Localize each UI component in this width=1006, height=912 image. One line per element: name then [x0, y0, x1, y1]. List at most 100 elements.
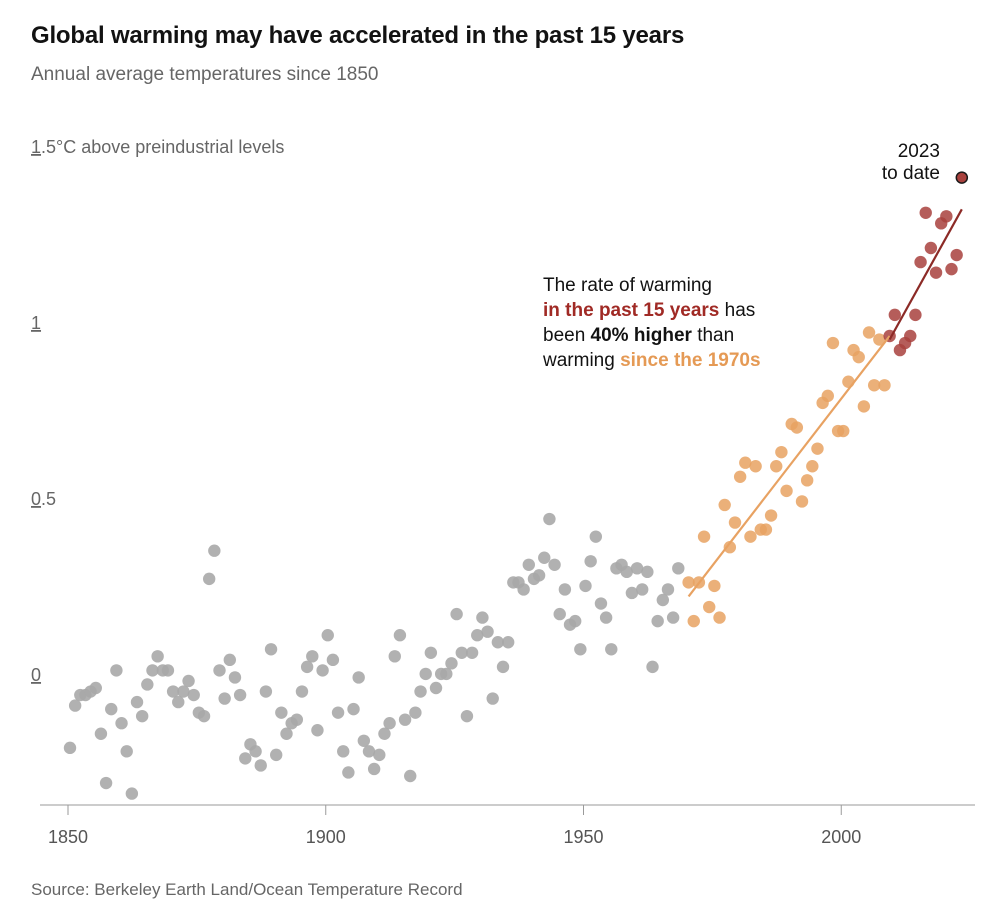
data-point-early: [409, 706, 422, 719]
data-point-early: [331, 706, 345, 719]
data-point-past-15-years: [914, 255, 927, 269]
data-point-early: [424, 646, 438, 659]
data-point-early: [496, 660, 510, 674]
data-point-since-1970s: [770, 460, 783, 473]
data-point-early: [197, 709, 211, 723]
data-point-early: [94, 727, 108, 740]
data-point-early: [672, 562, 685, 575]
data-point-early: [383, 717, 396, 730]
data-point-early: [280, 727, 293, 740]
y-tick-label: 1: [31, 313, 41, 333]
data-point-since-1970s: [682, 576, 695, 589]
data-point-since-1970s: [723, 541, 737, 554]
data-point-early: [161, 664, 175, 677]
data-point-early: [584, 555, 597, 568]
data-point-early: [538, 551, 551, 564]
rate-annotation-line-2: in the past 15 years has: [543, 300, 755, 321]
data-point-since-1970s: [780, 484, 793, 498]
y-tick-underlined: 0: [31, 489, 41, 509]
data-points: [63, 171, 969, 800]
data-point-early: [172, 695, 185, 709]
y-tick-rest: .5°C above preindustrial levels: [41, 137, 284, 157]
y-tick-rest: .5: [41, 489, 56, 509]
data-point-early: [347, 702, 360, 716]
data-point-past-15-years: [924, 241, 938, 255]
rate-annotation: The rate of warming in the past 15 years…: [542, 275, 761, 371]
x-tick-label: 2000: [821, 827, 861, 847]
y-tick-underlined: 0: [31, 665, 41, 685]
data-point-past-15-years: [950, 248, 963, 262]
data-point-early: [548, 558, 561, 571]
y-tick-underlined: 1: [31, 313, 41, 333]
data-point-early: [218, 692, 231, 705]
y-tick-label: 1.5°C above preindustrial levels: [31, 137, 284, 157]
rate-highlight-40-percent: 40% higher: [591, 325, 693, 346]
data-point-early: [270, 748, 283, 762]
data-point-early: [249, 745, 262, 758]
data-point-since-1970s: [821, 389, 834, 403]
data-point-early: [373, 748, 386, 762]
rate-line-2-rest: has: [719, 300, 755, 321]
data-point-early: [202, 572, 216, 586]
data-point-early: [177, 685, 190, 698]
data-point-since-1970s: [775, 445, 788, 459]
latest-year-label: 2023: [898, 141, 940, 162]
data-point-since-1970s: [713, 611, 726, 624]
data-point-since-1970s: [857, 400, 871, 413]
source-note: Source: Berkeley Earth Land/Ocean Temper…: [31, 880, 463, 899]
data-point-early: [99, 776, 113, 790]
data-point-early: [450, 607, 463, 621]
trend-line-past-15-years: [888, 208, 963, 341]
data-point-early: [517, 583, 530, 596]
data-point-since-1970s: [790, 421, 804, 434]
data-point-early: [362, 745, 376, 758]
data-point-early: [233, 688, 247, 702]
data-point-early: [486, 692, 499, 705]
data-point-past-15-years: [909, 308, 922, 322]
data-point-early: [342, 766, 355, 779]
data-point-early: [543, 512, 556, 526]
data-point-early: [89, 681, 102, 695]
data-point-since-1970s: [842, 375, 855, 388]
rate-annotation-line-3: been 40% higher than: [543, 325, 734, 346]
data-point-early: [465, 646, 479, 659]
y-tick-label: 0.5: [31, 489, 56, 509]
data-point-past-15-years: [929, 266, 943, 279]
data-point-early: [125, 787, 139, 800]
data-point-early: [388, 650, 401, 663]
x-axis-ticks: 1850 1900 1950 2000: [48, 805, 861, 847]
data-point-since-1970s: [703, 600, 716, 614]
data-point-since-1970s: [764, 509, 778, 522]
data-point-early: [651, 614, 664, 628]
data-point-early: [641, 565, 654, 579]
data-point-early: [264, 643, 278, 656]
data-point-early: [259, 685, 273, 698]
data-point-early: [440, 667, 453, 681]
data-point-early: [594, 597, 608, 610]
data-point-since-1970s: [739, 456, 752, 469]
data-point-early: [290, 713, 304, 726]
data-point-early: [223, 653, 237, 667]
data-point-early: [553, 607, 566, 621]
rate-annotation-line-1: The rate of warming: [543, 275, 712, 296]
data-point-early: [445, 657, 458, 670]
x-tick-label: 1950: [563, 827, 603, 847]
data-point-since-1970s: [862, 326, 876, 339]
data-point-early: [326, 653, 340, 667]
rate-line-4-pre: warming: [542, 350, 620, 371]
data-point-early: [522, 558, 535, 571]
data-point-early: [625, 586, 639, 600]
data-point-2023-to-date: [955, 171, 969, 184]
data-point-early: [254, 759, 267, 772]
data-point-early: [491, 636, 505, 649]
y-axis-ticks: 00.511.5°C above preindustrial levels: [31, 137, 284, 685]
data-point-early: [228, 671, 242, 684]
data-point-early: [579, 579, 592, 593]
data-point-since-1970s: [733, 470, 747, 483]
data-point-early: [311, 724, 324, 737]
data-point-early: [636, 583, 649, 596]
data-point-since-1970s: [728, 516, 742, 529]
chart-title: Global warming may have accelerated in t…: [31, 22, 685, 49]
data-point-early: [630, 562, 644, 575]
data-point-early: [460, 709, 474, 723]
